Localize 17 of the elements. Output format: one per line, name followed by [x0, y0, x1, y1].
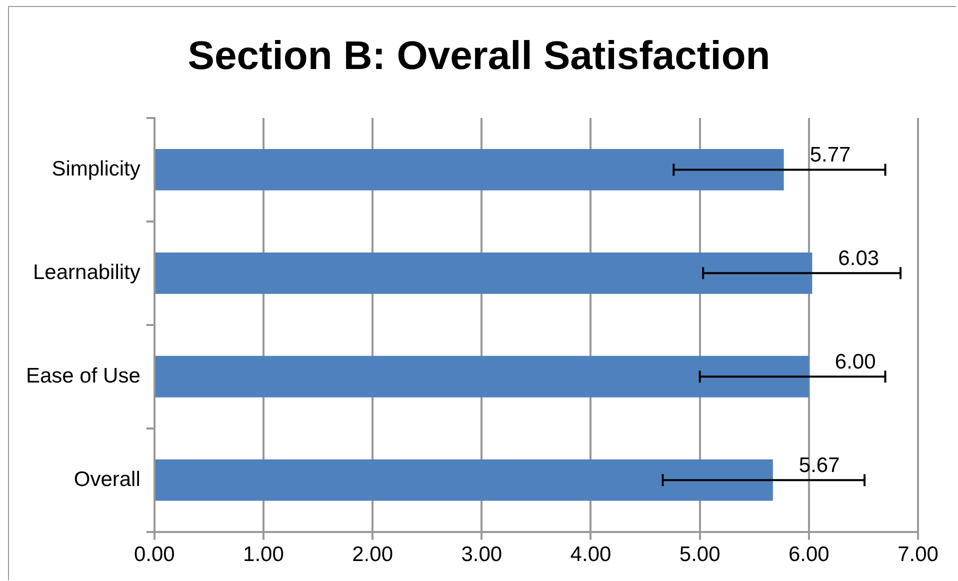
x-tick-label: 4.00: [570, 543, 612, 566]
data-label: 6.03: [838, 247, 880, 270]
x-tick-label: 5.00: [679, 543, 720, 566]
x-tick-label: 0.00: [134, 543, 175, 566]
data-label: 6.00: [834, 350, 876, 374]
y-tick-label: Overall: [74, 468, 140, 491]
chart-title: Section B: Overall Satisfaction: [186, 34, 772, 79]
y-tick-label: Ease of Use: [26, 364, 140, 388]
x-tick-label: 1.00: [243, 543, 284, 566]
data-label: 5.77: [810, 144, 851, 167]
x-tick-label: 2.00: [352, 543, 394, 566]
x-tick-label: 3.00: [461, 543, 502, 566]
x-tick-label: 6.00: [788, 543, 830, 566]
x-tick-label: 7.00: [898, 543, 938, 566]
y-tick-label: Simplicity: [52, 158, 141, 181]
y-tick-label: Learnability: [32, 260, 141, 284]
data-label: 5.67: [798, 454, 840, 478]
